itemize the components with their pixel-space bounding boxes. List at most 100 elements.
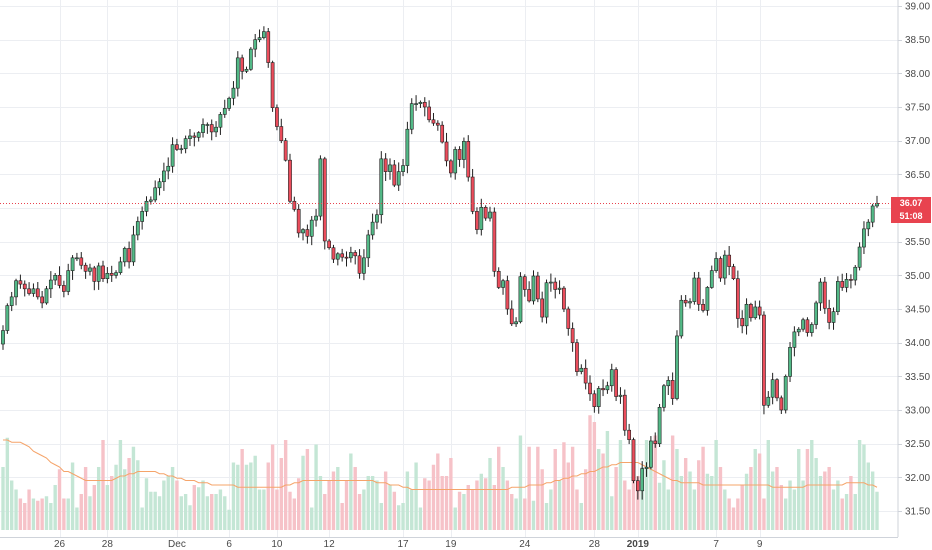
candle-body [357, 255, 362, 274]
candle-body [801, 319, 805, 330]
candle-body [488, 211, 492, 219]
volume-bar [836, 480, 840, 530]
volume-bar [314, 444, 318, 530]
volume-bar [157, 496, 162, 530]
candle-body [683, 299, 688, 304]
volume-bar [536, 446, 540, 530]
candle-body [305, 229, 310, 237]
candle-body [422, 101, 427, 108]
volume-bar [296, 478, 301, 530]
volume-bar [10, 480, 14, 530]
volume-bar [857, 440, 862, 530]
candle-body [257, 37, 262, 40]
candle-body [35, 288, 40, 298]
volume-bar [379, 503, 383, 530]
candle-body [262, 31, 266, 38]
volume-bar [366, 476, 370, 530]
candle-body [379, 158, 384, 216]
x-tick-label: 26 [54, 539, 66, 550]
volume-bar [375, 480, 379, 530]
volume-bar [523, 498, 527, 530]
volume-bar [127, 458, 131, 530]
volume-bar [753, 449, 757, 530]
candle-body [153, 187, 158, 201]
candle-body [253, 39, 258, 50]
volume-bar [466, 485, 470, 530]
volume-bar [718, 467, 723, 530]
candle-body [618, 394, 623, 397]
candle-body [592, 393, 597, 407]
bar-countdown-label: 51:08 [891, 210, 931, 223]
volume-bar [675, 449, 679, 530]
volume-bar [231, 462, 236, 530]
candle-body [649, 440, 653, 468]
volume-bar [736, 498, 740, 530]
volume-bar [136, 460, 140, 530]
candle-body [201, 124, 205, 133]
volume-bar [775, 467, 779, 530]
volume-bar [205, 496, 210, 530]
candle-body [148, 199, 153, 202]
volume-bar [649, 449, 653, 530]
y-tick-label: 39.00 [905, 2, 930, 13]
candle-body [118, 261, 123, 273]
candle-body [814, 302, 818, 325]
volume-bar [57, 469, 62, 530]
volume-bar [570, 446, 575, 530]
volume-bar [514, 498, 518, 530]
candle-body [818, 281, 823, 304]
volume-bar [849, 476, 853, 530]
volume-bar [223, 496, 227, 530]
candle-body [188, 135, 192, 139]
candle-body [183, 138, 188, 150]
candle-body [53, 275, 58, 281]
volume-bar [123, 469, 127, 530]
candle-body [48, 279, 53, 290]
candle-body [449, 160, 453, 174]
volume-bar [662, 460, 666, 530]
volume-bar [357, 494, 362, 530]
y-tick-label: 38.50 [905, 35, 930, 46]
volume-bar [562, 442, 566, 530]
candle-body [340, 253, 345, 258]
volume-bar [788, 480, 792, 530]
volume-bar [175, 480, 179, 530]
candle-body [770, 379, 775, 398]
candle-body [405, 128, 410, 166]
candle-body [840, 281, 845, 288]
volume-bar [14, 489, 18, 530]
candle-body [635, 480, 640, 492]
volume-bar [418, 507, 423, 530]
volume-bar [814, 458, 818, 530]
volume-bar [631, 458, 636, 530]
candle-body [1, 330, 5, 345]
candle-body [705, 287, 710, 311]
candle-body [588, 382, 592, 395]
candle-body [92, 267, 97, 282]
volume-bar [670, 435, 675, 530]
candle-body [244, 68, 249, 72]
volume-bar [657, 482, 662, 530]
volume-bar [731, 507, 736, 530]
candle-body [718, 258, 723, 279]
candle-body [701, 303, 705, 311]
volume-bar [505, 480, 510, 530]
candle-body [331, 247, 336, 260]
candle-body [692, 277, 697, 302]
y-tick-label: 31.50 [905, 507, 930, 518]
y-tick-label: 36.50 [905, 170, 930, 181]
candle-body [844, 279, 849, 288]
candle-body [492, 211, 497, 272]
volume-bar [436, 453, 440, 530]
candle-body [675, 335, 679, 399]
volume-bar [840, 498, 844, 530]
volume-bar [779, 485, 784, 530]
volume-bar [518, 435, 523, 530]
volume-bar [96, 467, 101, 530]
volume-bar [592, 422, 597, 530]
candle-body [535, 275, 540, 300]
volume-bar [249, 462, 253, 530]
candle-body [575, 342, 579, 372]
volume-bar [440, 476, 444, 530]
